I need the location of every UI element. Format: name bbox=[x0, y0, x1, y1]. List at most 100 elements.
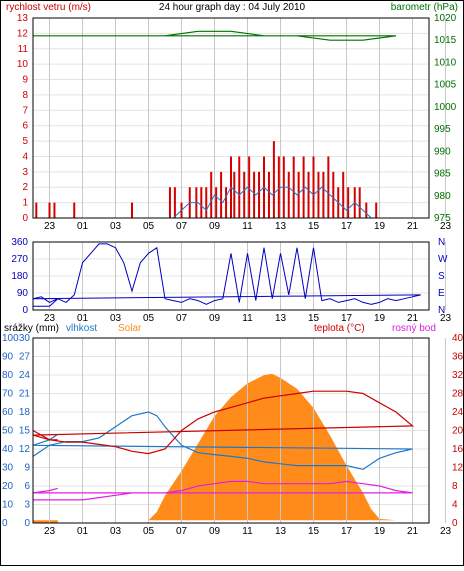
x-tick-label: 07 bbox=[176, 221, 188, 232]
wind-tick-label: 2 bbox=[22, 182, 28, 193]
plot-frame bbox=[32, 337, 430, 524]
wind-ylabel: rychlost vetru (m/s) bbox=[6, 2, 91, 13]
rain-tick-label: 21 bbox=[19, 389, 31, 400]
humidity-tick-label: 70 bbox=[2, 389, 14, 400]
wind-tick-label: 0 bbox=[22, 213, 28, 224]
rain-tick-label: 18 bbox=[19, 407, 31, 418]
wind-tick-label: 6 bbox=[22, 121, 28, 132]
humidity-line bbox=[32, 411, 413, 471]
x-tick-label: 23 bbox=[44, 526, 56, 537]
wind-tick-label: 7 bbox=[22, 105, 28, 116]
x-tick-label: 07 bbox=[176, 313, 188, 324]
x-tick-label: 01 bbox=[77, 526, 89, 537]
wind-tick-label: 8 bbox=[22, 90, 28, 101]
baro-tick-label: 1005 bbox=[434, 80, 457, 91]
wind-tick-label: 13 bbox=[17, 13, 29, 24]
x-tick-label: 09 bbox=[209, 526, 221, 537]
compass-tick-label: W bbox=[438, 254, 448, 265]
compass-tick-label: S bbox=[438, 271, 445, 282]
wind-tick-label: 9 bbox=[22, 75, 28, 86]
wind-speed-line bbox=[172, 186, 372, 219]
wind-tick-label: 3 bbox=[22, 167, 28, 178]
temperature-line bbox=[32, 390, 415, 455]
rain-label: srážky (mm) bbox=[4, 323, 59, 334]
x-tick-label: 13 bbox=[275, 313, 287, 324]
rain-tick-label: 6 bbox=[24, 481, 30, 492]
x-tick-label: 01 bbox=[77, 313, 89, 324]
x-tick-label: 09 bbox=[209, 313, 221, 324]
rain-tick-label: 24 bbox=[19, 370, 31, 381]
baro-tick-label: 1015 bbox=[434, 35, 457, 46]
x-tick-label: 23 bbox=[44, 221, 56, 232]
x-tick-label: 21 bbox=[407, 526, 419, 537]
x-tick-label: 13 bbox=[275, 221, 287, 232]
baro-tick-label: 995 bbox=[434, 124, 451, 135]
x-tick-label: 15 bbox=[308, 313, 320, 324]
x-tick-label: 19 bbox=[374, 221, 386, 232]
x-tick-label: 09 bbox=[209, 221, 221, 232]
wind-tick-label: 5 bbox=[22, 136, 28, 147]
wind-baro-panel: 23 01 03 05 07 09 11 13 15 17 19 21 2301234567891011… bbox=[17, 13, 457, 232]
rain-tick-label: 9 bbox=[24, 463, 30, 474]
x-tick-label: 17 bbox=[341, 526, 353, 537]
x-tick-label: 17 bbox=[341, 313, 353, 324]
x-tick-label: 11 bbox=[242, 526, 253, 537]
x-tick-label: 03 bbox=[110, 221, 122, 232]
temp-tick-label: 16 bbox=[452, 444, 464, 455]
x-tick-label: 05 bbox=[143, 526, 155, 537]
baro-tick-label: 980 bbox=[434, 191, 451, 202]
x-tick-label: 05 bbox=[143, 221, 155, 232]
humidity-tick-label: 60 bbox=[2, 407, 14, 418]
wind-tick-label: 10 bbox=[17, 59, 29, 70]
x-tick-label: 19 bbox=[374, 526, 386, 537]
solar-label: Solar bbox=[118, 323, 142, 334]
x-tick-label: 23 bbox=[440, 526, 452, 537]
wind-tick-label: 12 bbox=[17, 28, 29, 39]
wind-tick-label: 1 bbox=[22, 198, 28, 209]
temp-tick-label: 24 bbox=[452, 407, 464, 418]
wind-tick-label: 11 bbox=[18, 44, 29, 55]
temp-tick-label: 36 bbox=[452, 352, 464, 363]
humidity-tick-label: 10 bbox=[2, 500, 14, 511]
x-tick-label: 11 bbox=[242, 221, 253, 232]
humidity-tick-label: 50 bbox=[2, 426, 14, 437]
temp-humidity-panel: 0102030405060708090100036912151821242730… bbox=[2, 333, 464, 537]
plot-frame bbox=[32, 241, 430, 311]
compass-tick-label: E bbox=[438, 288, 445, 299]
x-tick-label: 17 bbox=[341, 221, 353, 232]
temp-tick-label: 20 bbox=[452, 426, 464, 437]
compass-tick-label: N bbox=[438, 305, 445, 316]
temp-tick-label: 12 bbox=[452, 463, 464, 474]
rain-tick-label: 12 bbox=[19, 444, 31, 455]
direction-line bbox=[32, 243, 421, 307]
temp-tick-label: 40 bbox=[452, 333, 464, 344]
x-tick-label: 03 bbox=[110, 526, 122, 537]
x-tick-label: 21 bbox=[407, 221, 419, 232]
chart-title: 24 hour graph day : 04 July 2010 bbox=[159, 2, 306, 13]
wind-direction-panel: 23 01 03 05 07 09 11 13 15 17 19 21 23090180270360NE… bbox=[11, 237, 451, 324]
x-tick-label: 05 bbox=[143, 313, 155, 324]
plot-frame bbox=[32, 17, 430, 219]
pressure-line bbox=[33, 30, 397, 41]
humidity-tick-label: 20 bbox=[2, 481, 14, 492]
dewpoint-line bbox=[32, 480, 413, 501]
humidity-tick-label: 80 bbox=[2, 370, 14, 381]
rain-tick-label: 30 bbox=[19, 333, 31, 344]
x-tick-label: 23 bbox=[44, 313, 56, 324]
x-tick-label: 13 bbox=[275, 526, 287, 537]
humidity-tick-label: 100 bbox=[2, 333, 19, 344]
x-tick-label: 15 bbox=[308, 526, 320, 537]
dir-tick-label: 270 bbox=[11, 254, 28, 265]
baro-ylabel: barometr (hPa) bbox=[391, 2, 458, 13]
dir-tick-label: 360 bbox=[11, 237, 28, 248]
rain-tick-label: 15 bbox=[19, 426, 31, 437]
baro-tick-label: 1010 bbox=[434, 57, 457, 68]
humidity-label: vlhkost bbox=[66, 323, 97, 334]
temp-tick-label: 8 bbox=[452, 481, 458, 492]
humidity-tick-label: 40 bbox=[2, 444, 14, 455]
dir-tick-label: 0 bbox=[22, 305, 28, 316]
temp-tick-label: 32 bbox=[452, 370, 464, 381]
dew-label: rosný bod bbox=[392, 323, 436, 334]
